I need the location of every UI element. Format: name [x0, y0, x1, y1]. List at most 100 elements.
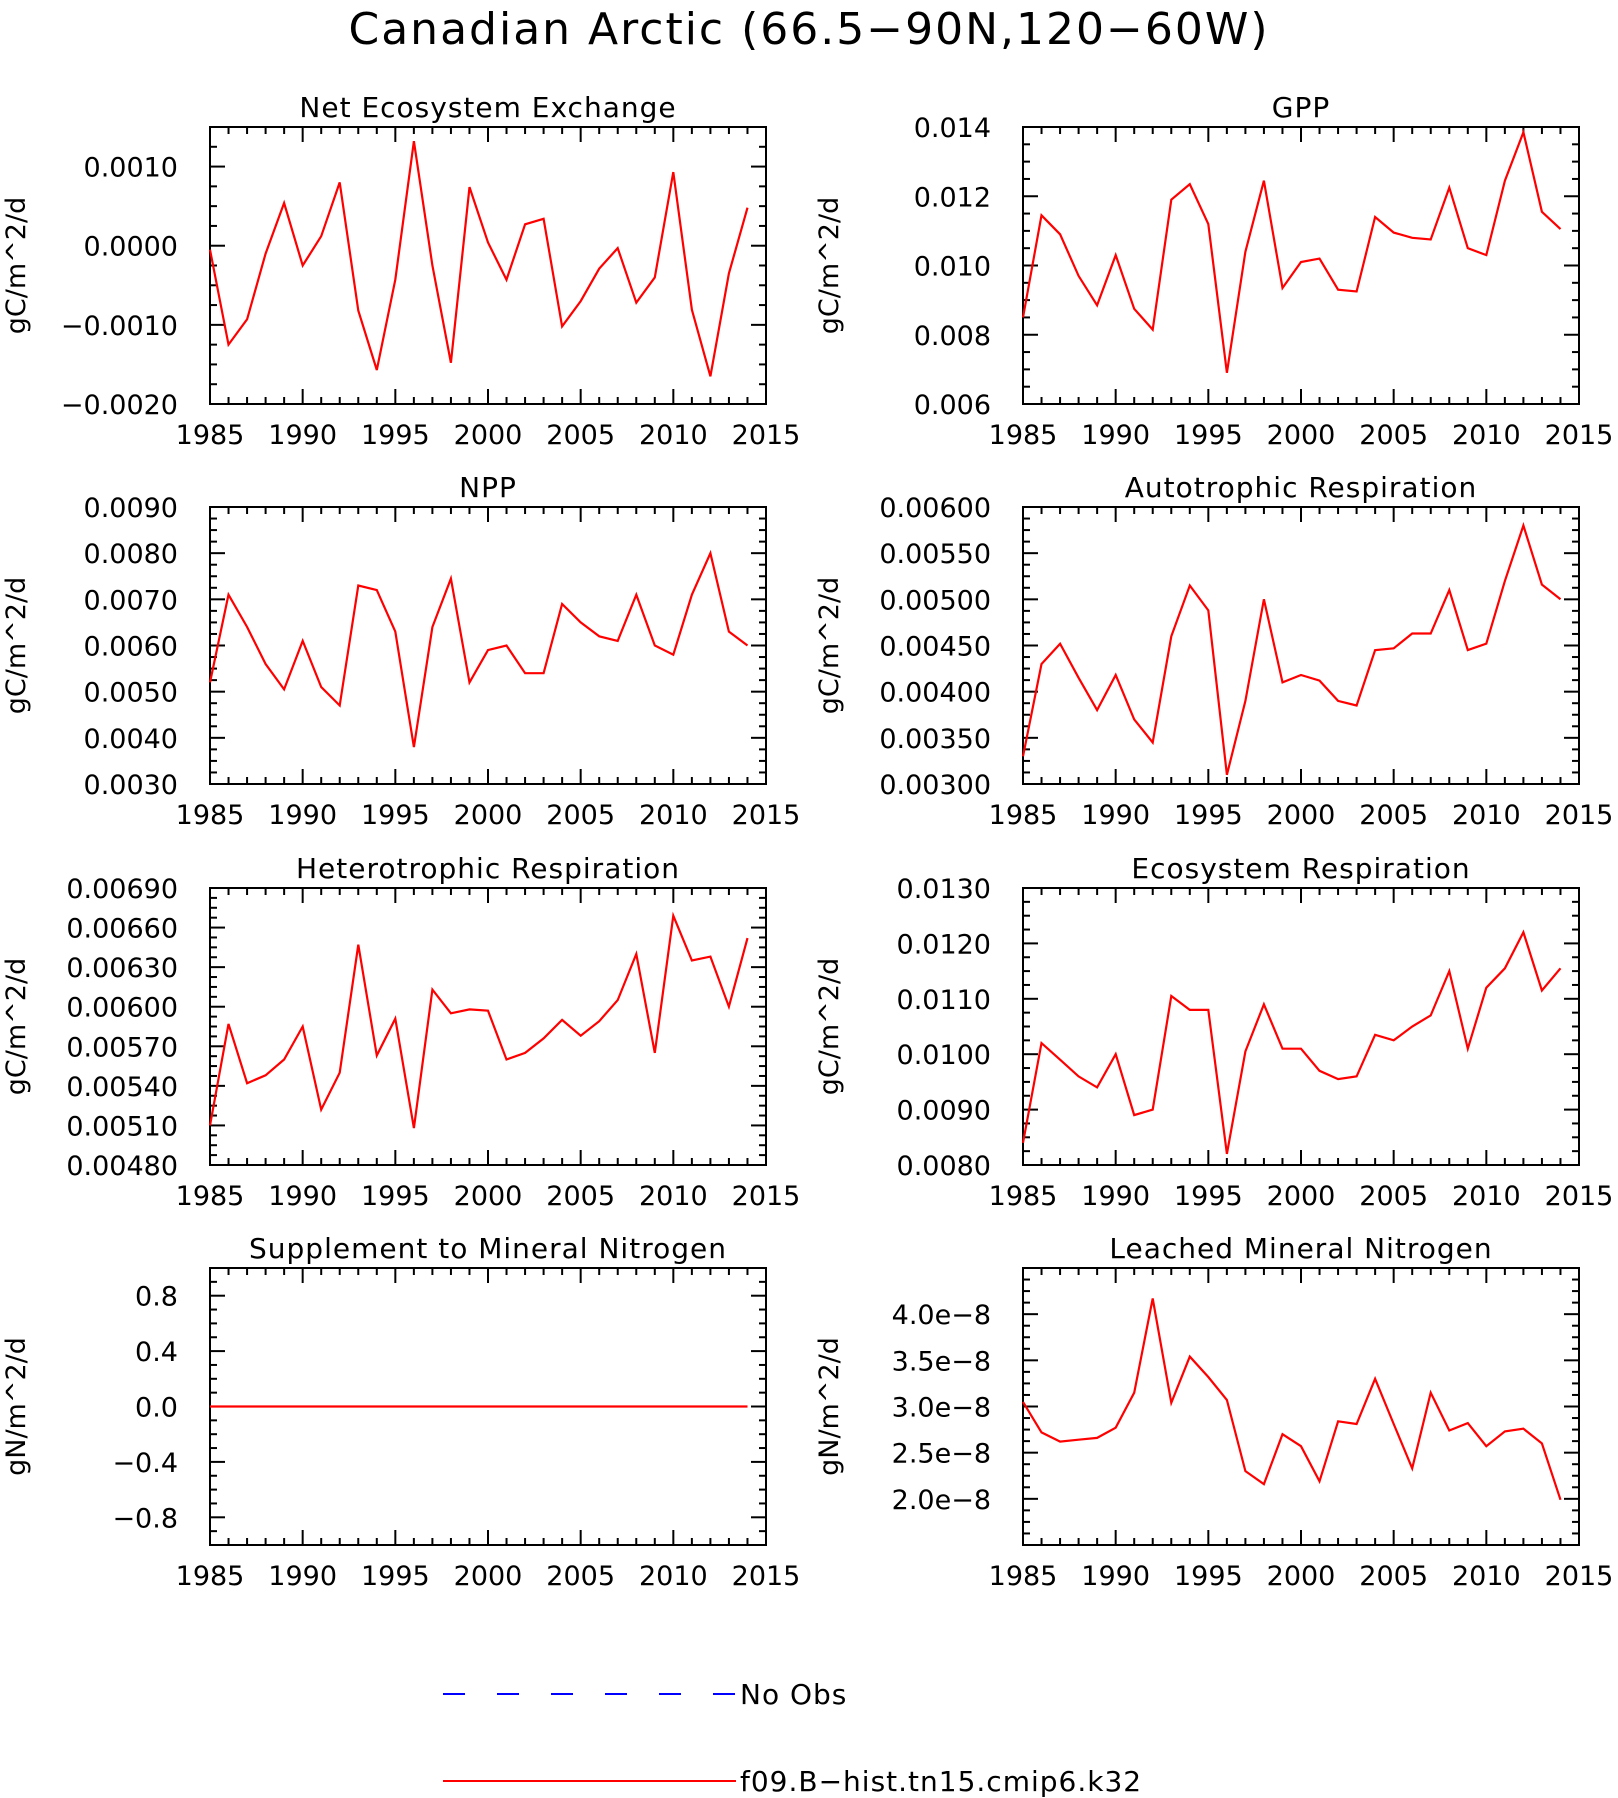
x-tick-label: 2000 [1267, 1561, 1336, 1592]
x-tick-label: 2000 [1267, 800, 1336, 831]
y-tick-label: 0.0030 [84, 770, 178, 801]
x-tick-label: 1985 [176, 1561, 245, 1592]
panel-title: Autotrophic Respiration [1125, 471, 1477, 504]
x-tick-label: 1990 [1081, 1181, 1150, 1212]
series-line [208, 549, 749, 748]
y-tick-label: 0.00350 [879, 724, 991, 755]
x-tick-label: 2010 [639, 420, 708, 451]
y-tick-label: 2.5e−8 [892, 1439, 991, 1470]
x-tick-label: 1995 [361, 800, 430, 831]
y-axis-label: gN/m^2/d [814, 1337, 845, 1476]
legend-label-no-obs: No Obs [740, 1678, 847, 1711]
y-tick-label: 0.0130 [897, 874, 991, 905]
x-tick-label: 2005 [546, 800, 615, 831]
x-tick-label: 1985 [989, 1181, 1058, 1212]
y-tick-label: 0.0080 [84, 539, 178, 570]
y-axis-label: gC/m^2/d [1, 577, 32, 714]
x-tick-label: 1990 [1081, 420, 1150, 451]
y-tick-label: 0.0110 [897, 985, 991, 1016]
panel-1: GPP gC/m^2/d 1985 1990 1995 2000 2005 2010 2015 0… [814, 91, 1613, 451]
x-tick-label: 1985 [989, 420, 1058, 451]
x-tick-label: 2000 [454, 800, 523, 831]
x-tick-label: 2005 [546, 1561, 615, 1592]
y-tick-label: −0.0020 [61, 390, 178, 421]
x-tick-label: 2015 [1545, 420, 1614, 451]
x-tick-label: 1990 [1081, 800, 1150, 831]
y-tick-label: 0.0060 [84, 632, 178, 663]
y-tick-label: 3.5e−8 [892, 1346, 991, 1377]
x-tick-label: 1995 [361, 420, 430, 451]
panel-title: Supplement to Mineral Nitrogen [249, 1232, 727, 1265]
x-tick-label: 2010 [1452, 1561, 1521, 1592]
y-tick-label: 0.0090 [84, 493, 178, 524]
y-axis-label: gN/m^2/d [1, 1337, 32, 1476]
legend: No Obs f09.B−hist.tn15.cmip6.k32 [443, 1678, 1141, 1798]
y-tick-label: 0.0040 [84, 724, 178, 755]
panel-title: GPP [1272, 91, 1330, 124]
plot-frame [209, 126, 767, 405]
x-tick-label: 1995 [1174, 800, 1243, 831]
y-tick-label: 0.00690 [66, 874, 178, 905]
panel-3: Autotrophic Respiration gC/m^2/d 1985 1990 1… [814, 471, 1613, 831]
panel-6: Supplement to Mineral Nitrogen gN/m^2/d 19… [1, 1232, 800, 1592]
y-tick-label: 0.00300 [879, 770, 991, 801]
x-tick-label: 2000 [454, 1181, 523, 1212]
y-tick-label: 0.00510 [66, 1111, 178, 1142]
x-tick-label: 1985 [176, 800, 245, 831]
y-tick-label: −0.0010 [61, 311, 178, 342]
y-tick-label: 0.00400 [879, 678, 991, 709]
y-tick-label: 0.0080 [897, 1151, 991, 1182]
series-line [1021, 128, 1562, 373]
y-tick-label: 0.0100 [897, 1040, 991, 1071]
y-tick-label: 4.0e−8 [892, 1300, 991, 1331]
x-tick-label: 2005 [1359, 420, 1428, 451]
x-tick-label: 2015 [732, 1181, 801, 1212]
y-tick-label: 0.00600 [66, 993, 178, 1024]
y-tick-label: 0.008 [914, 321, 991, 352]
y-tick-label: 0.0090 [897, 1096, 991, 1127]
panel-4: Heterotrophic Respiration gC/m^2/d 1985 199… [1, 852, 800, 1212]
x-tick-label: 1990 [268, 800, 337, 831]
x-tick-label: 2010 [639, 1561, 708, 1592]
x-tick-label: 2010 [1452, 420, 1521, 451]
plot-frame [1022, 126, 1580, 405]
y-tick-label: 0.0 [135, 1393, 178, 1424]
panel-7: Leached Mineral Nitrogen gN/m^2/d 1985 1990… [814, 1232, 1613, 1592]
x-tick-label: 2010 [1452, 1181, 1521, 1212]
x-tick-label: 2005 [1359, 1181, 1428, 1212]
y-tick-label: 0.8 [135, 1282, 178, 1313]
series-line [1021, 929, 1562, 1155]
x-tick-label: 1995 [361, 1561, 430, 1592]
panel-title: Heterotrophic Respiration [296, 852, 680, 885]
panel-5: Ecosystem Respiration gC/m^2/d 1985 1990 199… [814, 852, 1613, 1212]
y-tick-label: 0.00660 [66, 914, 178, 945]
plot-frame [209, 506, 767, 785]
y-tick-label: 0.00630 [66, 953, 178, 984]
panel-title: Net Ecosystem Exchange [299, 91, 676, 124]
x-tick-label: 2005 [546, 1181, 615, 1212]
y-tick-label: −0.8 [112, 1503, 178, 1534]
x-tick-label: 2005 [1359, 800, 1428, 831]
x-tick-label: 1995 [1174, 1181, 1243, 1212]
plot-frame [1022, 506, 1580, 785]
x-tick-label: 2015 [732, 1561, 801, 1592]
x-tick-label: 1985 [176, 1181, 245, 1212]
y-tick-label: 0.00600 [879, 493, 991, 524]
x-tick-label: 2000 [454, 420, 523, 451]
x-tick-label: 1985 [176, 420, 245, 451]
y-tick-label: −0.4 [112, 1448, 178, 1479]
y-tick-label: 0.0000 [84, 232, 178, 263]
x-tick-label: 2000 [1267, 420, 1336, 451]
panel-0: Net Ecosystem Exchange gC/m^2/d 1985 1990 19… [1, 91, 800, 451]
y-tick-label: 0.0010 [84, 153, 178, 184]
y-tick-label: 0.00540 [66, 1072, 178, 1103]
panel-title: Ecosystem Respiration [1131, 852, 1470, 885]
x-tick-label: 1985 [989, 1561, 1058, 1592]
panel-title: Leached Mineral Nitrogen [1109, 1232, 1492, 1265]
y-tick-label: 0.006 [914, 390, 991, 421]
panel-2: NPP gC/m^2/d 1985 1990 1995 2000 2005 2010 2015 0… [1, 471, 800, 831]
y-tick-label: 0.4 [135, 1337, 178, 1368]
plot-frame [209, 887, 767, 1166]
x-tick-label: 1995 [361, 1181, 430, 1212]
